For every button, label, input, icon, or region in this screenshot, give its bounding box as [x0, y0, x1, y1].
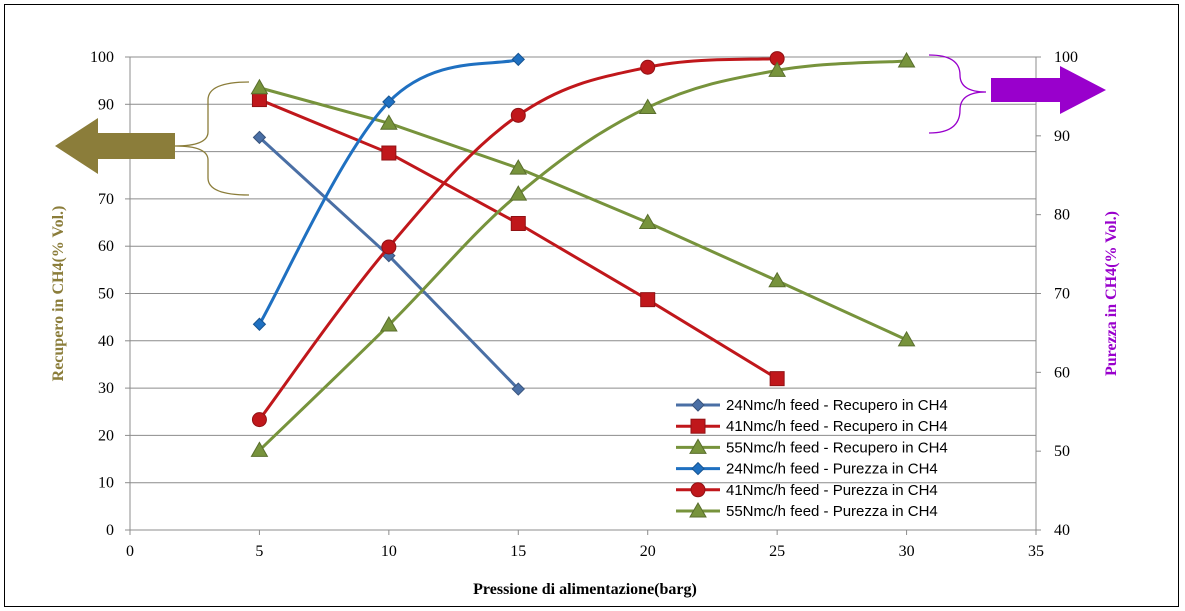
right-axis-title: Purezza in CH4(% Vol.): [1103, 211, 1120, 376]
left-tick-label: 100: [90, 49, 114, 66]
x-tick-label: 35: [1028, 543, 1044, 560]
left-tick-label: 30: [98, 380, 114, 397]
data-point: [509, 185, 528, 201]
x-tick-label: 25: [769, 543, 785, 560]
series-line: [258, 98, 778, 380]
left-tick-label: 90: [98, 96, 114, 113]
legend-label: 24Nmc/h feed - Purezza in CH4: [726, 461, 938, 478]
right-tick-label: 80: [1054, 207, 1070, 224]
data-point: [379, 114, 398, 130]
right-arrow-icon: [991, 66, 1106, 114]
data-point: [768, 61, 787, 77]
data-point: [251, 92, 267, 108]
series-layer: [250, 51, 916, 457]
data-point: [382, 95, 396, 109]
left-tick-label: 0: [106, 522, 114, 539]
data-point: [510, 107, 526, 123]
left-tick-label: 20: [98, 427, 114, 444]
data-point: [250, 78, 269, 95]
legend-item: 24Nmc/h feed - Purezza in CH4: [676, 461, 938, 478]
legend-label: 41Nmc/h feed - Recupero in CH4: [726, 418, 948, 435]
right-tick-label: 90: [1054, 128, 1070, 145]
legend-item: 24Nmc/h feed - Recupero in CH4: [676, 397, 948, 414]
axes: 0 5 10 15 20 25 30 35 0 10 20 30 40 50 60 70 80 90 100 40 50…: [90, 49, 1078, 560]
data-point: [638, 98, 657, 114]
series-5: [250, 51, 916, 457]
data-point: [510, 215, 526, 231]
legend-item: 41Nmc/h feed - Purezza in CH4: [676, 482, 938, 499]
left-tick-label: 10: [98, 475, 114, 492]
series-1: [251, 92, 785, 387]
data-point: [768, 271, 787, 288]
left-tick-label: 60: [98, 238, 114, 255]
data-point: [252, 130, 267, 145]
left-tick-label: 70: [98, 191, 114, 208]
legend: 24Nmc/h feed - Recupero in CH4 41Nmc/h fe…: [676, 397, 948, 520]
legend-label: 55Nmc/h feed - Purezza in CH4: [726, 503, 938, 520]
data-point: [897, 330, 916, 347]
legend-marker: [689, 438, 707, 454]
legend-item: 55Nmc/h feed - Purezza in CH4: [676, 501, 938, 520]
left-tick-label: 50: [98, 286, 114, 303]
data-point: [640, 292, 656, 308]
data-point: [381, 145, 397, 161]
data-point: [897, 51, 916, 68]
x-tick-label: 30: [899, 543, 915, 560]
x-tick-label: 15: [510, 543, 526, 560]
legend-marker: [691, 398, 705, 412]
data-point: [769, 371, 785, 387]
left-axis-title: Recupero in CH4(% Vol.): [50, 206, 67, 382]
annotations: [55, 54, 1106, 196]
data-point: [509, 159, 528, 175]
series-line: [258, 57, 519, 325]
left-arrow-icon: [55, 118, 175, 174]
series-3: [252, 52, 525, 331]
right-tick-label: 70: [1054, 286, 1070, 303]
data-point: [511, 382, 525, 396]
data-point: [640, 59, 656, 75]
data-point: [381, 239, 397, 255]
right-brace: [928, 54, 987, 134]
right-tick-label: 100: [1054, 49, 1078, 66]
legend-label: 55Nmc/h feed - Recupero in CH4: [726, 439, 948, 456]
right-tick-label: 40: [1054, 522, 1070, 539]
series-line: [258, 57, 778, 421]
right-tick-label: 60: [1054, 364, 1070, 381]
left-tick-label: 40: [98, 333, 114, 350]
x-tick-label: 5: [255, 543, 263, 560]
legend-marker: [690, 418, 706, 434]
series-2: [250, 78, 916, 347]
data-point: [250, 441, 269, 457]
series-line: [259, 86, 908, 342]
x-tick-label: 0: [126, 543, 134, 560]
series-line: [258, 136, 520, 391]
series-line: [258, 59, 907, 452]
data-point: [251, 412, 267, 428]
legend-item: 55Nmc/h feed - Recupero in CH4: [676, 438, 948, 456]
data-point: [511, 52, 525, 67]
legend-marker: [690, 482, 706, 498]
x-tick-label: 20: [640, 543, 656, 560]
series-0: [252, 130, 525, 396]
right-tick-label: 50: [1054, 443, 1070, 460]
gridlines: [130, 56, 1036, 484]
data-point: [638, 213, 657, 230]
legend-marker: [691, 461, 705, 476]
legend-item: 41Nmc/h feed - Recupero in CH4: [676, 418, 948, 435]
left-brace: [174, 81, 250, 196]
data-point: [252, 317, 267, 331]
legend-marker: [689, 501, 707, 518]
data-point: [379, 316, 398, 332]
legend-label: 41Nmc/h feed - Purezza in CH4: [726, 482, 938, 499]
legend-label: 24Nmc/h feed - Recupero in CH4: [726, 397, 948, 414]
x-axis-title: Pressione di alimentazione(barg): [473, 581, 697, 598]
x-tick-label: 10: [381, 543, 397, 560]
